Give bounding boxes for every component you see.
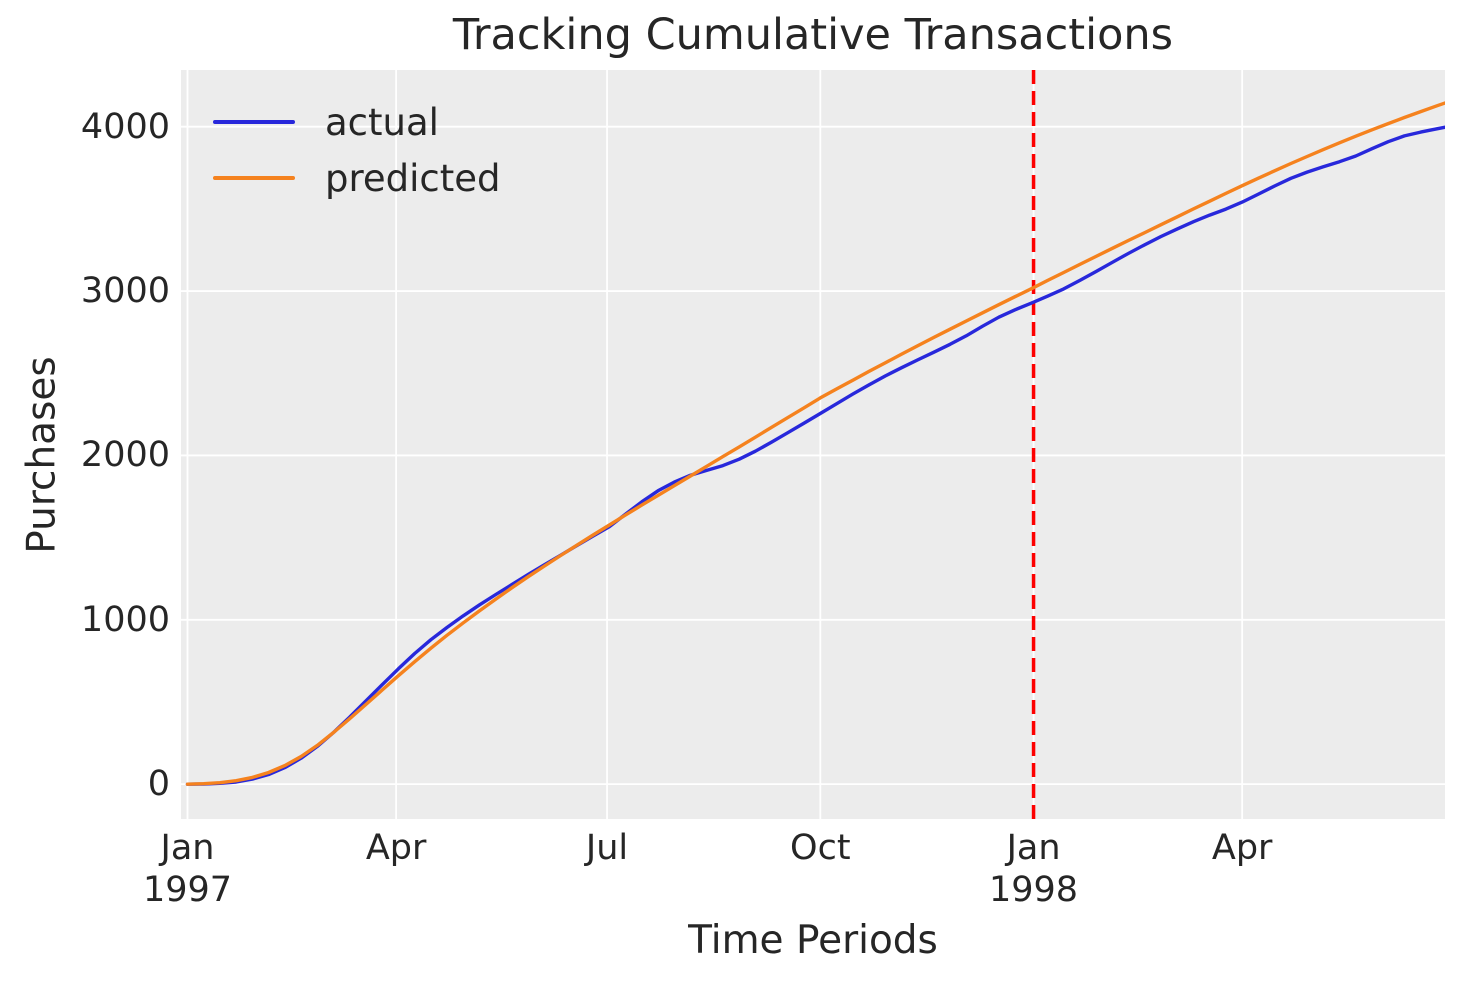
x-tick-label-Jul: Jul	[507, 827, 707, 869]
predicted-line-swatch	[213, 176, 295, 180]
predicted-line	[185, 101, 1445, 786]
y-tick-label-0: 0	[147, 764, 170, 805]
legend-label-actual: actual	[325, 100, 439, 144]
y-tick-label-4000: 4000	[80, 106, 170, 147]
x-tick-month: Apr	[1211, 828, 1273, 868]
legend-label-predicted: predicted	[325, 156, 501, 200]
y-tick-label-1000: 1000	[80, 599, 170, 640]
legend: actual predicted	[213, 100, 501, 212]
y-tick-label-3000: 3000	[80, 271, 170, 312]
x-tick-month: Oct	[790, 828, 851, 868]
x-tick-month: Jan	[160, 828, 215, 868]
x-axis-label: Time Periods	[688, 918, 938, 963]
x-tick-month: Jul	[585, 828, 629, 868]
x-tick-month: Apr	[365, 828, 427, 868]
x-tick-label-Jan1997: Jan 1997	[87, 827, 287, 911]
legend-item-predicted: predicted	[213, 156, 501, 200]
actual-line	[185, 125, 1445, 786]
y-tick-label-2000: 2000	[80, 435, 170, 476]
legend-item-actual: actual	[213, 100, 501, 144]
actual-line-swatch	[213, 120, 295, 124]
x-tick-label-Jan1998: Jan 1998	[934, 827, 1134, 911]
x-tick-label-Apr: Apr	[296, 827, 496, 869]
x-tick-year: 1998	[989, 870, 1079, 910]
chart-title: Tracking Cumulative Transactions	[452, 10, 1174, 60]
x-tick-label-Apr: Apr	[1142, 827, 1342, 869]
x-tick-year: 1997	[142, 870, 233, 910]
x-tick-month: Jan	[1006, 828, 1061, 868]
x-tick-label-Oct: Oct	[720, 827, 920, 869]
plot-background	[181, 70, 1445, 819]
